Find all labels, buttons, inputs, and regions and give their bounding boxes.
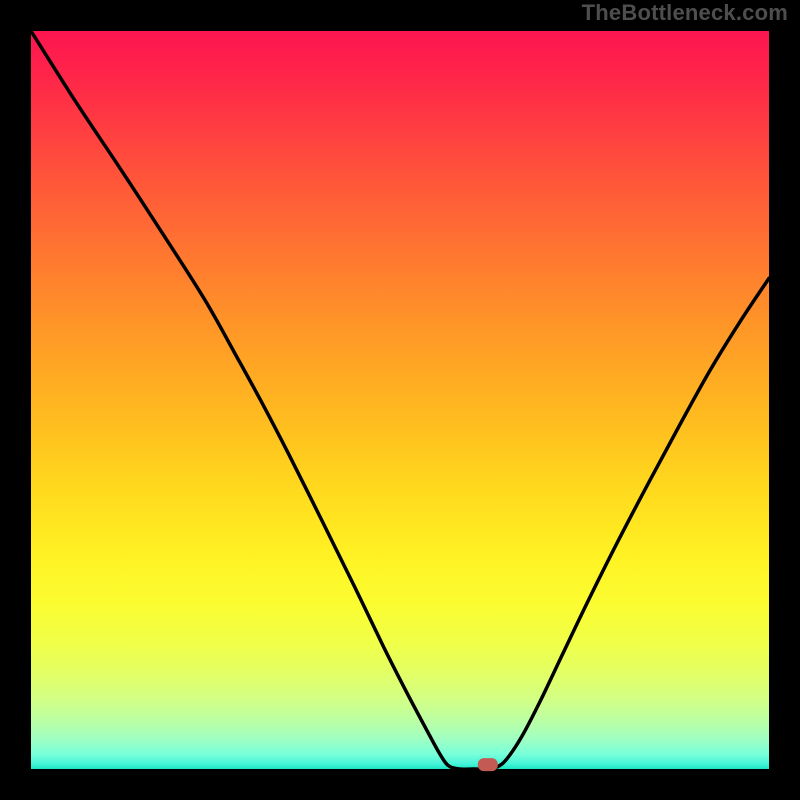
watermark-text: TheBottleneck.com: [582, 0, 788, 26]
plot-area: [31, 31, 769, 769]
optimum-marker: [478, 758, 498, 771]
chart-canvas: TheBottleneck.com: [0, 0, 800, 800]
chart-svg: [0, 0, 800, 800]
